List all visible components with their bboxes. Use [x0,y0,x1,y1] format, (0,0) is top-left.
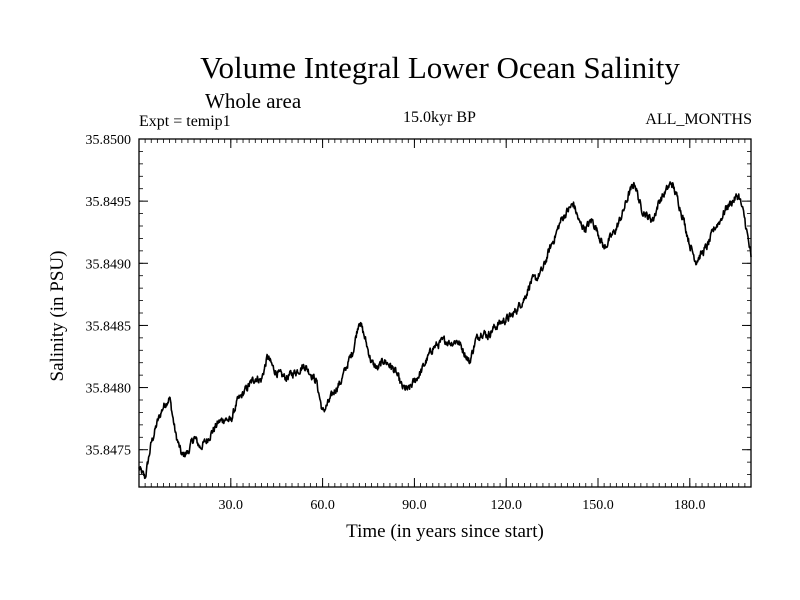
experiment-label: Expt = temip1 [139,113,231,130]
x-tick-label: 30.0 [219,498,244,513]
ticks-layer: 30.0 60.0 90.0 120.0 150.0 180.0 35.8475 35.848… [86,133,752,513]
series-line-salinity [138,181,752,480]
chart-subtitle: Whole area [205,89,302,113]
period-label: 15.0kyr BP [403,109,476,126]
x-tick-label: 90.0 [402,498,427,513]
y-tick-label: 35.8480 [86,382,132,397]
x-tick-label: 120.0 [490,498,522,513]
series-layer [138,181,752,480]
x-tick-label: 180.0 [674,498,706,513]
plot-frame [138,138,752,488]
y-tick-label: 35.8485 [86,319,132,334]
x-tick-label: 150.0 [582,498,614,513]
y-tick-label: 35.8475 [86,444,132,459]
y-tick-label: 35.8490 [86,257,132,272]
chart-title: Volume Integral Lower Ocean Salinity [200,50,680,85]
y-tick-label: 35.8500 [86,133,132,148]
y-tick-label: 35.8495 [86,195,132,210]
x-axis-label: Time (in years since start) [346,521,544,542]
x-tick-label: 60.0 [310,498,335,513]
months-label: ALL_MONTHS [645,111,752,128]
